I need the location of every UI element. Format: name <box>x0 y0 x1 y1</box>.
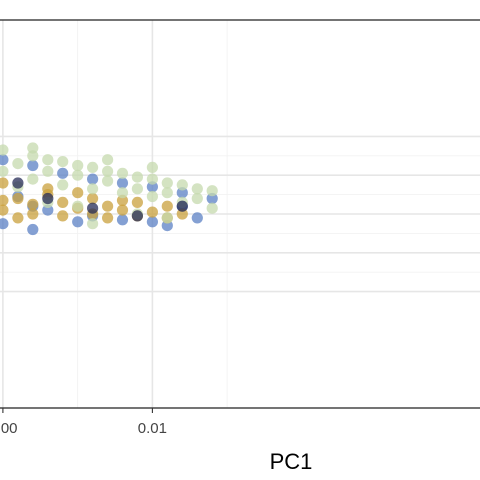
scatter-point <box>176 208 188 220</box>
scatter-point <box>57 167 69 179</box>
scatter-point <box>12 192 24 205</box>
scatter-point <box>116 204 129 216</box>
scatter-point <box>42 154 54 166</box>
scatter-point <box>27 223 39 236</box>
scatter-point <box>206 192 218 205</box>
scatter-point <box>191 183 203 195</box>
scatter-point <box>0 194 9 206</box>
scatter-point <box>146 216 158 228</box>
scatter-point <box>161 200 173 212</box>
scatter-point <box>206 202 218 214</box>
scatter-point <box>42 192 54 205</box>
scatter-point <box>0 177 9 189</box>
scatter-point <box>0 204 9 216</box>
scatter-point <box>161 187 173 199</box>
scatter-point <box>116 167 129 179</box>
scatter-point <box>0 144 9 156</box>
scatter-point <box>161 220 173 232</box>
scatter-point <box>191 192 203 205</box>
scatter-point <box>176 179 188 191</box>
scatter-point <box>42 204 54 216</box>
scatter-point <box>206 185 218 197</box>
scatter-point <box>161 177 173 189</box>
scatter-point <box>57 196 69 208</box>
scatter-point <box>102 165 114 177</box>
scatter-point <box>146 161 158 173</box>
scatter-point <box>27 173 39 185</box>
scatter-point <box>102 175 114 187</box>
scatter-point <box>146 181 158 193</box>
scatter-point <box>0 154 9 166</box>
scatter-point <box>131 171 143 183</box>
scatter-point <box>161 212 173 224</box>
scatter-point <box>102 154 114 166</box>
scatter-point <box>131 196 143 208</box>
x-tick-label: 0.00 <box>0 420 18 437</box>
scatter-point <box>12 158 24 170</box>
x-axis-ticks: −0.02−0.010.000.01 <box>0 408 167 437</box>
scatter-point <box>146 190 158 203</box>
scatter-point <box>87 218 99 230</box>
scatter-points <box>0 142 218 236</box>
x-axis-title: PC1 <box>270 449 313 474</box>
scatter-point <box>27 142 39 154</box>
scatter-point <box>57 179 69 191</box>
scatter-point <box>87 183 99 195</box>
scatter-point <box>87 202 99 214</box>
scatter-point <box>102 200 114 212</box>
scatter-point <box>191 212 203 224</box>
scatter-point <box>116 214 129 226</box>
scatter-point <box>176 187 188 199</box>
scatter-point <box>176 200 188 212</box>
scatter-point <box>87 192 99 205</box>
x-tick-label: 0.01 <box>138 420 167 437</box>
scatter-point <box>27 198 39 210</box>
scatter-point <box>12 177 24 189</box>
scatter-point <box>72 200 84 212</box>
scatter-point <box>116 177 129 189</box>
scatter-point <box>146 173 158 185</box>
scatter-point <box>0 165 9 177</box>
scatter-point <box>57 156 69 168</box>
scatter-point <box>102 212 114 224</box>
scatter-point <box>57 210 69 222</box>
scatter-point <box>0 218 9 230</box>
scatter-point <box>116 187 129 199</box>
scatter-point <box>27 150 39 162</box>
scatter-point <box>42 183 54 195</box>
scatter-point <box>116 194 129 206</box>
scatter-point <box>72 169 84 181</box>
scatter-point <box>131 210 143 222</box>
scatter-point <box>87 161 99 173</box>
scatter-point <box>72 187 84 199</box>
scatter-point <box>87 173 99 185</box>
scatter-point <box>131 183 143 195</box>
scatter-point <box>146 206 158 218</box>
scatter-point <box>27 208 39 220</box>
scatter-point <box>72 216 84 228</box>
scatter-point <box>27 159 39 172</box>
gridlines <box>0 20 480 408</box>
scatter-point <box>72 159 84 172</box>
scatter-point <box>42 165 54 177</box>
scatter-point <box>12 212 24 224</box>
